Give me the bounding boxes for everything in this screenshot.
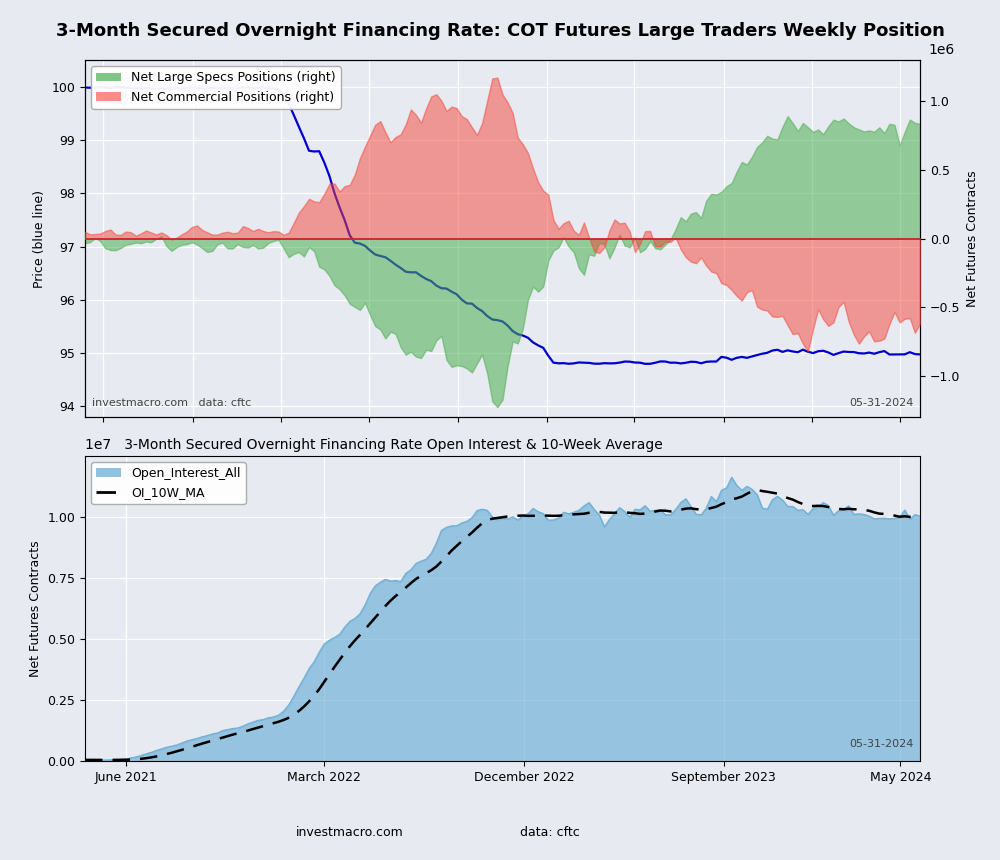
Text: data: cftc: data: cftc bbox=[520, 826, 580, 838]
Text: investmacro.com: investmacro.com bbox=[296, 826, 404, 838]
Text: 3-Month Secured Overnight Financing Rate: COT Futures Large Traders Weekly Posit: 3-Month Secured Overnight Financing Rate… bbox=[56, 22, 944, 40]
Text: 1e7   3-Month Secured Overnight Financing Rate Open Interest & 10-Week Average: 1e7 3-Month Secured Overnight Financing … bbox=[85, 438, 663, 452]
Text: 05-31-2024: 05-31-2024 bbox=[849, 739, 913, 749]
Text: 1e6: 1e6 bbox=[929, 43, 955, 57]
Y-axis label: Net Futures Contracts: Net Futures Contracts bbox=[29, 540, 42, 677]
Text: 05-31-2024: 05-31-2024 bbox=[849, 398, 913, 408]
Y-axis label: Price (blue line): Price (blue line) bbox=[33, 190, 46, 287]
Text: investmacro.com   data: cftc: investmacro.com data: cftc bbox=[92, 398, 251, 408]
Legend: Net Large Specs Positions (right), Net Commercial Positions (right): Net Large Specs Positions (right), Net C… bbox=[91, 66, 341, 108]
Legend: Open_Interest_All, OI_10W_MA: Open_Interest_All, OI_10W_MA bbox=[91, 462, 246, 504]
Y-axis label: Net Futures Contracts: Net Futures Contracts bbox=[966, 170, 979, 307]
